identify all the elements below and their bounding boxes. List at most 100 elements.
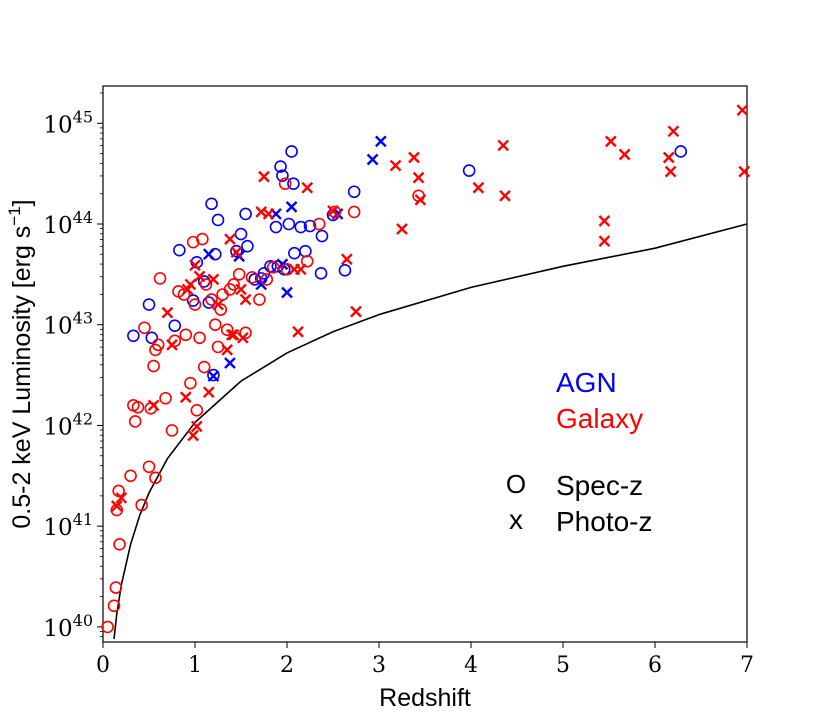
galaxy-spec-z-point <box>266 261 280 274</box>
agn-spec-z-point <box>347 185 361 199</box>
galaxy-spec-z-point <box>196 232 209 246</box>
galaxy-spec-z-point <box>135 498 148 512</box>
x-axis-ticks: 0 1 2 3 4 5 6 7 <box>96 642 754 678</box>
galaxy-spec-z-point <box>188 298 202 311</box>
galaxy-photo-z-point <box>598 215 611 227</box>
galaxy-spec-z-point <box>232 268 246 281</box>
y-axis-label: 0.5-2 keV Luminosity [erg s−1] <box>5 199 36 528</box>
agn-spec-z-point <box>248 273 262 286</box>
galaxy-spec-z-point <box>138 321 151 335</box>
plot-area <box>102 85 748 643</box>
plot-contents <box>101 104 751 640</box>
agn-photo-z-point <box>285 201 298 213</box>
y-axis-ticks: 1040 1041 1042 1043 1044 1045 <box>43 92 103 642</box>
y-tick-label: 1041 <box>43 510 93 541</box>
galaxy-photo-z-point <box>664 165 677 178</box>
agn-spec-z-point <box>303 219 317 233</box>
galaxy-photo-z-point <box>187 429 200 442</box>
galaxy-spec-z-point <box>197 360 211 374</box>
galaxy-photo-z-point <box>115 492 128 504</box>
galaxy-spec-z-point <box>151 338 165 352</box>
agn-spec-z-point <box>239 207 252 221</box>
galaxy-photo-z-point <box>110 500 123 512</box>
galaxy-spec-z-point <box>124 469 137 483</box>
galaxy-spec-z-point <box>149 471 162 485</box>
galaxy-spec-z-point <box>208 318 222 332</box>
galaxy-photo-z-point <box>161 306 174 319</box>
galaxy-spec-z-point <box>179 328 193 342</box>
galaxy-photo-z-point <box>618 148 631 161</box>
x-tick-label: 2 <box>280 653 294 678</box>
agn-photo-z-point <box>255 278 268 291</box>
galaxy-photo-z-point <box>662 151 675 164</box>
galaxy-spec-z-point <box>101 620 114 634</box>
galaxy-spec-z-point <box>193 331 206 345</box>
galaxy-photo-z-point <box>340 253 353 266</box>
galaxy-photo-z-point <box>736 104 749 117</box>
galaxy-photo-z-point <box>147 399 160 412</box>
agn-spec-z-point <box>211 213 225 227</box>
galaxy-photo-z-point <box>350 305 362 318</box>
galaxy-photo-z-point <box>408 151 420 164</box>
galaxy-spec-z-point <box>300 254 314 268</box>
y-tick-label: 1044 <box>43 208 93 239</box>
galaxy-spec-z-point <box>199 278 213 291</box>
agn-spec-z-point <box>314 267 328 280</box>
galaxy-photo-z-point <box>189 259 201 272</box>
agn-spec-z-point <box>168 319 182 333</box>
agn-photo-z-point <box>366 153 379 166</box>
x-tick-label: 3 <box>372 653 386 678</box>
galaxy-photo-z-point <box>292 325 304 338</box>
agn-spec-z-point <box>230 244 243 258</box>
galaxy-spec-z-point <box>113 537 126 551</box>
galaxy-spec-z-point <box>312 217 326 231</box>
galaxy-photo-z-point <box>235 283 247 296</box>
legend-photoz-symbol: x <box>509 504 523 535</box>
agn-photo-z-point <box>281 286 293 299</box>
y-axis-label-superscript: −1 <box>5 206 24 225</box>
galaxy-photo-z-point <box>294 263 307 276</box>
agn-spec-z-point <box>294 220 308 234</box>
galaxy-spec-z-point <box>328 205 342 219</box>
agn-photo-z-point <box>207 370 220 382</box>
galaxy-photo-z-point <box>207 273 220 286</box>
agn-spec-z-point <box>338 264 352 277</box>
galaxy-photo-z-point <box>327 205 339 217</box>
y-tick-label: 1042 <box>43 409 93 440</box>
agn-spec-z-point <box>285 145 298 158</box>
agn-spec-z-point <box>674 145 688 158</box>
galaxy-spec-z-point <box>214 303 228 316</box>
galaxy-photo-z-point <box>472 181 485 194</box>
x-tick-label: 4 <box>464 653 478 678</box>
galaxy-spec-z-point <box>280 263 294 276</box>
y-tick-label: 1045 <box>43 107 93 138</box>
galaxy-photo-z-point <box>212 298 224 311</box>
x-tick-label: 6 <box>648 653 662 678</box>
galaxy-photo-z-point <box>190 420 203 433</box>
agn-spec-z-point <box>276 169 289 182</box>
galaxy-spec-z-point <box>220 323 234 337</box>
galaxy-spec-z-point <box>227 278 240 291</box>
y-tick-label: 1040 <box>43 611 93 642</box>
galaxy-photo-z-point <box>179 391 192 404</box>
galaxy-photo-z-point <box>239 293 252 306</box>
galaxy-photo-z-point <box>301 181 314 194</box>
galaxy-photo-z-point <box>738 165 751 178</box>
x-tick-label: 7 <box>740 653 754 678</box>
legend-photoz-label: Photo-z <box>556 506 653 537</box>
galaxy-photo-z-point <box>166 339 178 351</box>
galaxy-spec-z-point <box>245 271 259 284</box>
legend-agn-label: AGN <box>556 367 617 398</box>
galaxy-spec-z-point <box>159 391 172 405</box>
galaxy-photo-z-point <box>224 233 236 245</box>
galaxy-spec-z-point <box>109 581 123 594</box>
galaxy-photo-z-point <box>236 331 249 344</box>
galaxy-photo-z-point <box>396 223 408 235</box>
agn-spec-z-point <box>269 220 283 234</box>
x-tick-label: 1 <box>188 653 202 678</box>
agn-spec-z-point <box>145 331 159 345</box>
agn-spec-z-point <box>173 243 186 257</box>
agn-photo-z-point <box>224 357 236 369</box>
galaxy-photo-z-point <box>412 171 425 184</box>
agn-spec-z-point <box>462 164 476 177</box>
